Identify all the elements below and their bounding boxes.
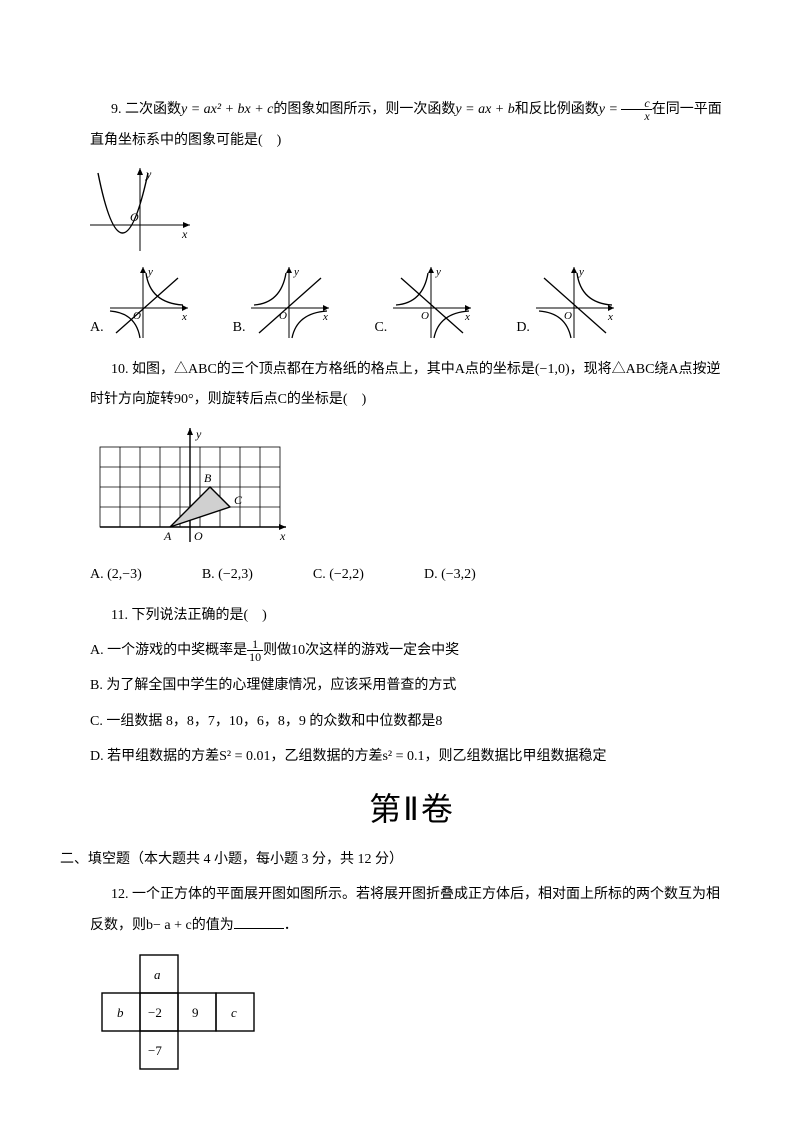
q11-optC: C. 一组数据 8，8，7，10，6，8，9 的众数和中位数都是8 [90, 709, 734, 734]
cell-c: c [231, 1005, 237, 1020]
q9-opt-d: D. y x O [516, 263, 619, 341]
q9-optB-chart: y x O [249, 263, 334, 341]
section-2-sub: 二、填空题（本大题共 4 小题，每小题 3 分，共 12 分） [60, 847, 734, 872]
svg-text:x: x [181, 227, 188, 241]
q9-options: A. y x O B. y x O [90, 263, 734, 341]
q12-num: 12. [111, 887, 129, 902]
q9-optA-label: A. [90, 315, 104, 340]
svg-text:y: y [293, 266, 299, 278]
q9-opt-b: B. y x O [233, 263, 335, 341]
q10-ta: 如图，△ABC的三个顶点都在方格纸的格点上，其中A点的坐标是(−1,0)，现将△… [132, 362, 721, 377]
question-11: 11. 下列说法正确的是( ) A. 一个游戏的中奖概率是110则做10次这样的… [90, 601, 734, 769]
q9-fd: x [621, 110, 651, 122]
q9-main-figure: y x O [90, 163, 734, 253]
question-12: 12. 一个正方体的平面展开图如图所示。若将展开图折叠成正方体后，相对面上所标的… [90, 880, 734, 1078]
q11-text: 11. 下列说法正确的是( ) [90, 601, 734, 632]
q9-optD-chart: y x O [534, 263, 619, 341]
svg-text:x: x [322, 311, 328, 323]
q10-optB: B. (−2,3) [202, 562, 253, 587]
q11-frac: 110 [247, 638, 263, 663]
q9-optC-chart: y x O [391, 263, 476, 341]
lblX: x [279, 529, 286, 543]
svg-text:y: y [435, 266, 441, 278]
q9-tb: 的图象如图所示，则一次函数 [273, 102, 455, 117]
q12-tc: ． [284, 918, 298, 933]
q11-optA-b: 则做10次这样的游戏一定会中奖 [263, 643, 459, 658]
lblA: A [163, 529, 172, 543]
cell-m7: −7 [148, 1043, 162, 1058]
q10-optA: A. (2,−3) [90, 562, 142, 587]
q11-num: 11. [111, 608, 128, 623]
q11-fd: 10 [247, 651, 263, 663]
q11-optB: B. 为了解全国中学生的心理健康情况，应该采用普查的方式 [90, 673, 734, 698]
question-9: 9. 二次函数y = ax² + bx + c的图象如图所示，则一次函数y = … [90, 95, 734, 341]
q12-figure: a b −2 9 c −7 [90, 947, 734, 1077]
q10-optC: C. (−2,2) [313, 562, 364, 587]
q10-figure: A B C O x y [90, 422, 734, 552]
q9-optB-label: B. [233, 315, 246, 340]
grid-triangle-chart: A B C O x y [90, 422, 290, 552]
svg-text:x: x [607, 311, 613, 323]
q11-optA-a: A. 一个游戏的中奖概率是 [90, 643, 247, 658]
lblC: C [234, 493, 243, 507]
q11-optA: A. 一个游戏的中奖概率是110则做10次这样的游戏一定会中奖 [90, 638, 734, 663]
cell-a: a [154, 967, 161, 982]
q9-opt-c: C. y x O [374, 263, 476, 341]
svg-text:O: O [421, 310, 429, 322]
q11-optD: D. 若甲组数据的方差S² = 0.01，乙组数据的方差s² = 0.1，则乙组… [90, 744, 734, 769]
fill-blank [234, 915, 284, 929]
q10-num: 10. [111, 362, 129, 377]
q11-t: 下列说法正确的是( ) [131, 608, 266, 623]
q9-frac: cx [621, 97, 651, 122]
lblO: O [194, 529, 203, 543]
q9-eq2: y = ax + b [455, 102, 514, 117]
lblY: y [195, 427, 202, 441]
q10-line1: 10. 如图，△ABC的三个顶点都在方格纸的格点上，其中A点的坐标是(−1,0)… [90, 355, 734, 386]
svg-text:y: y [578, 266, 584, 278]
svg-text:x: x [181, 311, 187, 323]
q12-tb: 反数，则b− a + c的值为 [90, 918, 234, 933]
q10-line2: 时针方向旋转90°，则旋转后点C的坐标是( ) [90, 385, 734, 416]
cell-b: b [117, 1005, 124, 1020]
question-10: 10. 如图，△ABC的三个顶点都在方格纸的格点上，其中A点的坐标是(−1,0)… [90, 355, 734, 588]
q12-ta: 一个正方体的平面展开图如图所示。若将展开图折叠成正方体后，相对面上所标的两个数互… [132, 887, 720, 902]
q12-line2: 反数，则b− a + c的值为 ． [90, 911, 734, 942]
q9-text-line1: 9. 二次函数y = ax² + bx + c的图象如图所示，则一次函数y = … [90, 95, 734, 126]
q11-options: A. 一个游戏的中奖概率是110则做10次这样的游戏一定会中奖 B. 为了解全国… [90, 638, 734, 769]
q9-eq3y: y = [599, 102, 622, 117]
q10-optD: D. (−3,2) [424, 562, 476, 587]
q9-optC-label: C. [374, 315, 387, 340]
q9-optA-chart: y x O [108, 263, 193, 341]
section-2-title: 第Ⅱ卷 [90, 781, 734, 839]
q9-ta: 二次函数 [125, 102, 181, 117]
lblB: B [204, 471, 212, 485]
svg-text:y: y [147, 266, 153, 278]
svg-text:x: x [464, 311, 470, 323]
parabola-chart: y x O [90, 163, 195, 253]
svg-text:O: O [564, 310, 572, 322]
cell-9: 9 [192, 1005, 199, 1020]
cube-net-chart: a b −2 9 c −7 [90, 947, 270, 1077]
q10-options: A. (2,−3) B. (−2,3) C. (−2,2) D. (−3,2) [90, 562, 734, 587]
q9-num: 9. [111, 102, 122, 117]
q9-optD-label: D. [516, 315, 530, 340]
q9-opt-a: A. y x O [90, 263, 193, 341]
q9-tc: 和反比例函数 [515, 102, 599, 117]
q9-text-line2: 直角坐标系中的图象可能是( ) [90, 126, 734, 157]
q12-line1: 12. 一个正方体的平面展开图如图所示。若将展开图折叠成正方体后，相对面上所标的… [90, 880, 734, 911]
q9-eq1: y = ax² + bx + c [181, 102, 273, 117]
cell-m2: −2 [148, 1005, 162, 1020]
q9-td: 在同一平面 [652, 102, 722, 117]
